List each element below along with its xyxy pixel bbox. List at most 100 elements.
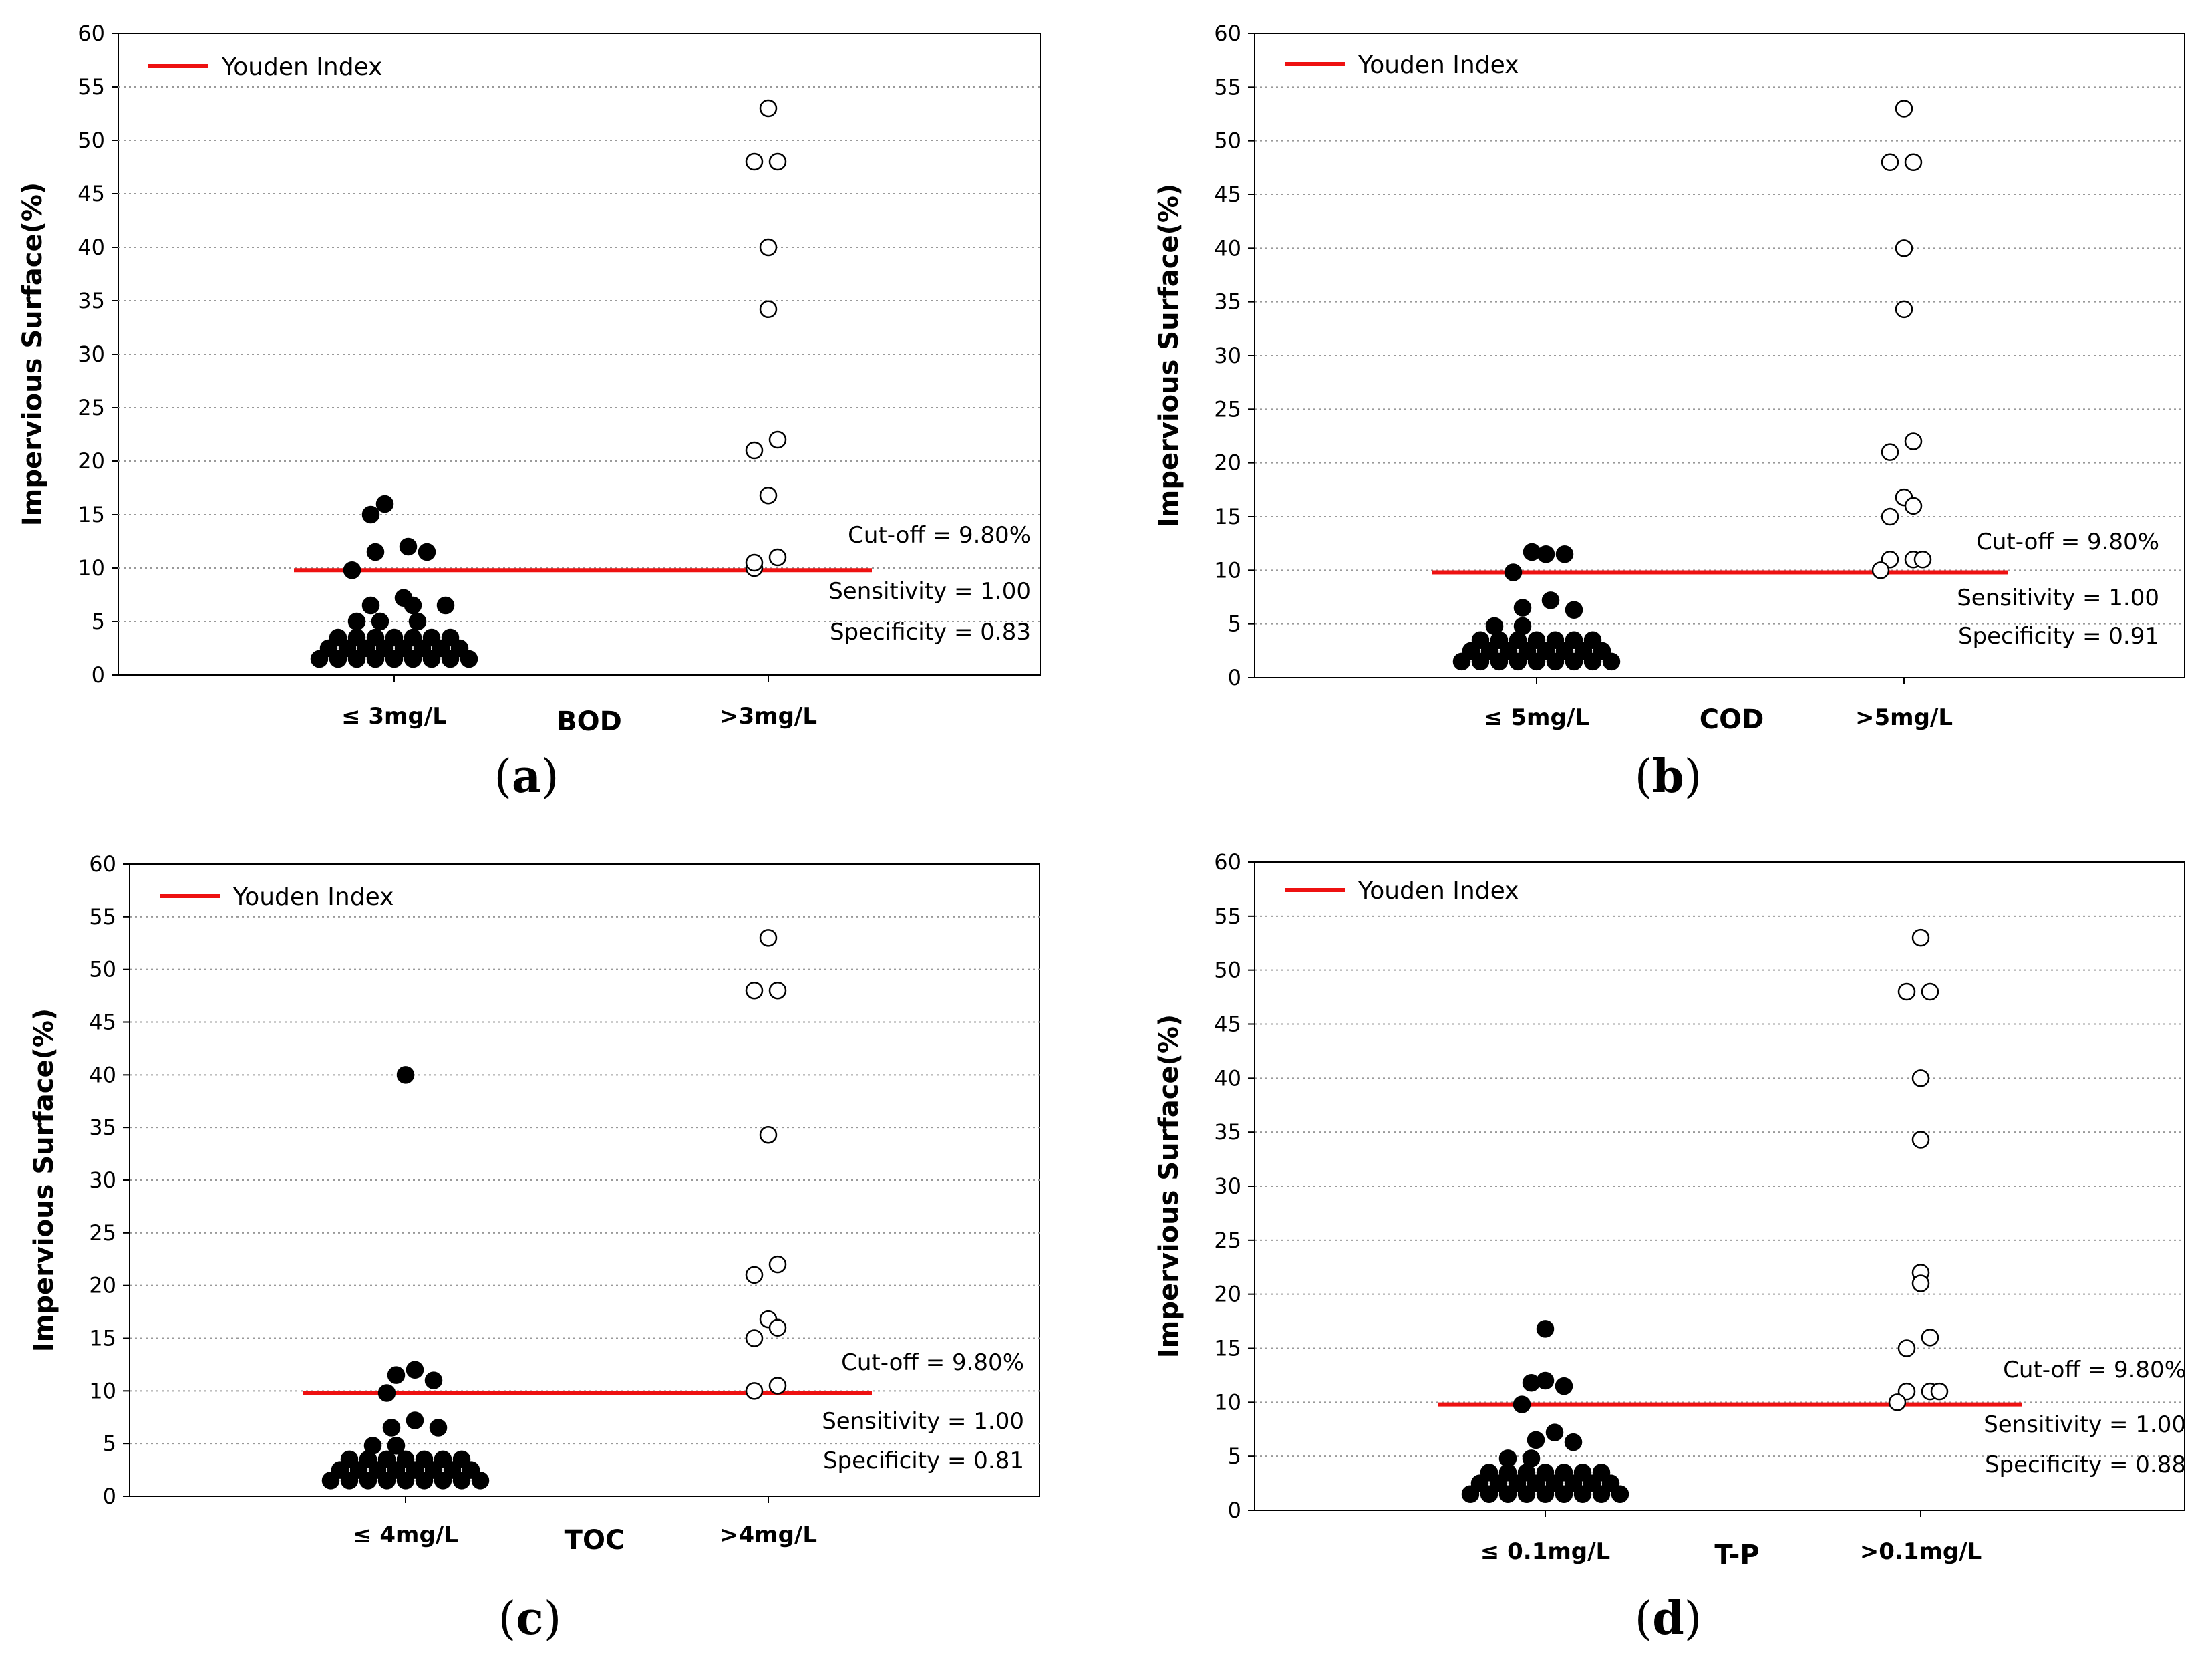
y-tick-label: 20: [1214, 450, 1241, 476]
data-point-filled: [343, 561, 361, 579]
y-tick-label: 15: [77, 502, 105, 527]
data-point-open: [1881, 443, 1899, 461]
chart-panel-b: 0 5 10 15 20 25 30 35 40 45 50 55 60 Impervious Surfa…: [1154, 21, 2185, 803]
y-tick-label: 45: [1214, 182, 1241, 207]
y-tick-label: 5: [1228, 611, 1241, 637]
stat-label: Sensitivity = 1.00: [822, 1408, 1024, 1435]
panel-label: (a): [494, 750, 559, 803]
panel-letter: c: [516, 1592, 543, 1645]
data-point-filled: [382, 1419, 401, 1437]
y-axis-label: Impervious Surface(%): [17, 182, 48, 526]
y-tick-label: 0: [92, 662, 105, 688]
data-point-open: [759, 238, 778, 257]
data-point-filled: [1583, 652, 1602, 671]
chart-panel-c: 0 5 10 15 20 25 30 35 40 45 50 55 60 Impervious Surfa…: [29, 851, 1040, 1645]
parameter-label: BOD: [557, 706, 622, 737]
data-point-open: [1913, 551, 1932, 569]
legend-label: Youden Index: [221, 53, 382, 81]
y-tick-label: 55: [1214, 74, 1241, 100]
stat-label: Specificity = 0.83: [830, 619, 1031, 646]
data-point-open: [745, 1382, 764, 1400]
data-point-filled: [1545, 1423, 1564, 1441]
data-point-filled: [429, 1419, 448, 1437]
data-point-filled: [1498, 1485, 1517, 1503]
y-tick-label: 55: [77, 74, 105, 100]
y-tick-label: 60: [77, 21, 105, 46]
y-tick-label: 25: [77, 395, 105, 420]
panel-label: (c): [498, 1592, 561, 1645]
stat-label: Sensitivity = 1.00: [1957, 585, 2159, 611]
x-category-label: ≤ 5mg/L: [1484, 704, 1589, 731]
data-point-filled: [1573, 1485, 1592, 1503]
legend-label: Youden Index: [1358, 51, 1519, 79]
data-point-filled: [321, 1472, 340, 1490]
data-point-open: [1904, 432, 1923, 450]
parameter-label: T-P: [1714, 1540, 1759, 1570]
data-point-filled: [406, 1361, 424, 1379]
y-tick-label: 40: [1214, 1065, 1241, 1091]
y-tick-label: 10: [77, 555, 105, 581]
data-point-open: [1881, 153, 1899, 172]
y-tick-label: 20: [1214, 1282, 1241, 1307]
data-point-filled: [1555, 1485, 1573, 1503]
y-tick-label: 5: [92, 609, 105, 634]
data-point-filled: [1602, 652, 1621, 671]
y-tick-label: 35: [77, 288, 105, 313]
y-tick-label: 0: [103, 1484, 116, 1509]
data-point-open: [745, 152, 764, 171]
data-point-open: [759, 929, 778, 947]
stat-label: Sensitivity = 1.00: [828, 578, 1031, 605]
y-tick-label: 40: [77, 235, 105, 260]
data-point-open: [768, 152, 787, 171]
data-point-filled: [436, 596, 455, 615]
y-tick-label: 20: [89, 1273, 116, 1298]
y-tick-label: 15: [1214, 504, 1241, 529]
y-tick-label: 40: [89, 1062, 116, 1087]
y-tick-label: 30: [89, 1167, 116, 1193]
data-point-filled: [1565, 601, 1583, 619]
data-point-filled: [1564, 1433, 1583, 1451]
data-point-open: [1871, 561, 1890, 579]
data-point-filled: [1461, 1485, 1480, 1503]
data-point-filled: [1611, 1485, 1629, 1503]
data-point-open: [1888, 1393, 1907, 1411]
x-category-label: ≤ 3mg/L: [341, 703, 447, 730]
data-point-open: [1897, 1339, 1916, 1357]
data-point-open: [745, 1266, 764, 1284]
data-point-filled: [1471, 652, 1490, 671]
y-tick-label: 50: [89, 957, 116, 982]
data-point-filled: [1536, 1485, 1555, 1503]
y-tick-label: 30: [77, 341, 105, 367]
y-tick-label: 30: [1214, 1173, 1241, 1199]
y-tick-label: 25: [1214, 1228, 1241, 1253]
data-point-filled: [396, 1472, 415, 1490]
data-point-filled: [310, 650, 329, 668]
data-point-filled: [415, 1472, 434, 1490]
y-tick-label: 50: [77, 128, 105, 153]
y-tick-label: 25: [1214, 396, 1241, 422]
data-point-open: [1911, 1274, 1930, 1292]
y-tick-label: 0: [1228, 1498, 1241, 1523]
data-point-open: [768, 1377, 787, 1395]
y-tick-label: 50: [1214, 128, 1241, 154]
data-point-filled: [1490, 652, 1509, 671]
data-point-open: [768, 1255, 787, 1274]
data-point-open: [1881, 507, 1899, 526]
stat-label: Sensitivity = 1.00: [1984, 1411, 2186, 1438]
y-tick-label: 35: [89, 1115, 116, 1140]
x-category-label: >4mg/L: [720, 1522, 817, 1548]
data-point-filled: [404, 596, 422, 615]
panel-label: (d): [1635, 1592, 1702, 1645]
data-point-filled: [361, 505, 380, 524]
data-point-open: [1895, 239, 1913, 257]
data-point-filled: [1536, 1320, 1555, 1338]
data-point-filled: [340, 1472, 359, 1490]
data-point-open: [759, 300, 778, 319]
data-point-filled: [1546, 652, 1565, 671]
stat-label: Specificity = 0.91: [1958, 623, 2159, 650]
y-tick-label: 45: [1214, 1012, 1241, 1037]
data-point-open: [1930, 1382, 1949, 1401]
data-point-open: [745, 981, 764, 1000]
y-axis-label: Impervious Surface(%): [1154, 1014, 1184, 1358]
